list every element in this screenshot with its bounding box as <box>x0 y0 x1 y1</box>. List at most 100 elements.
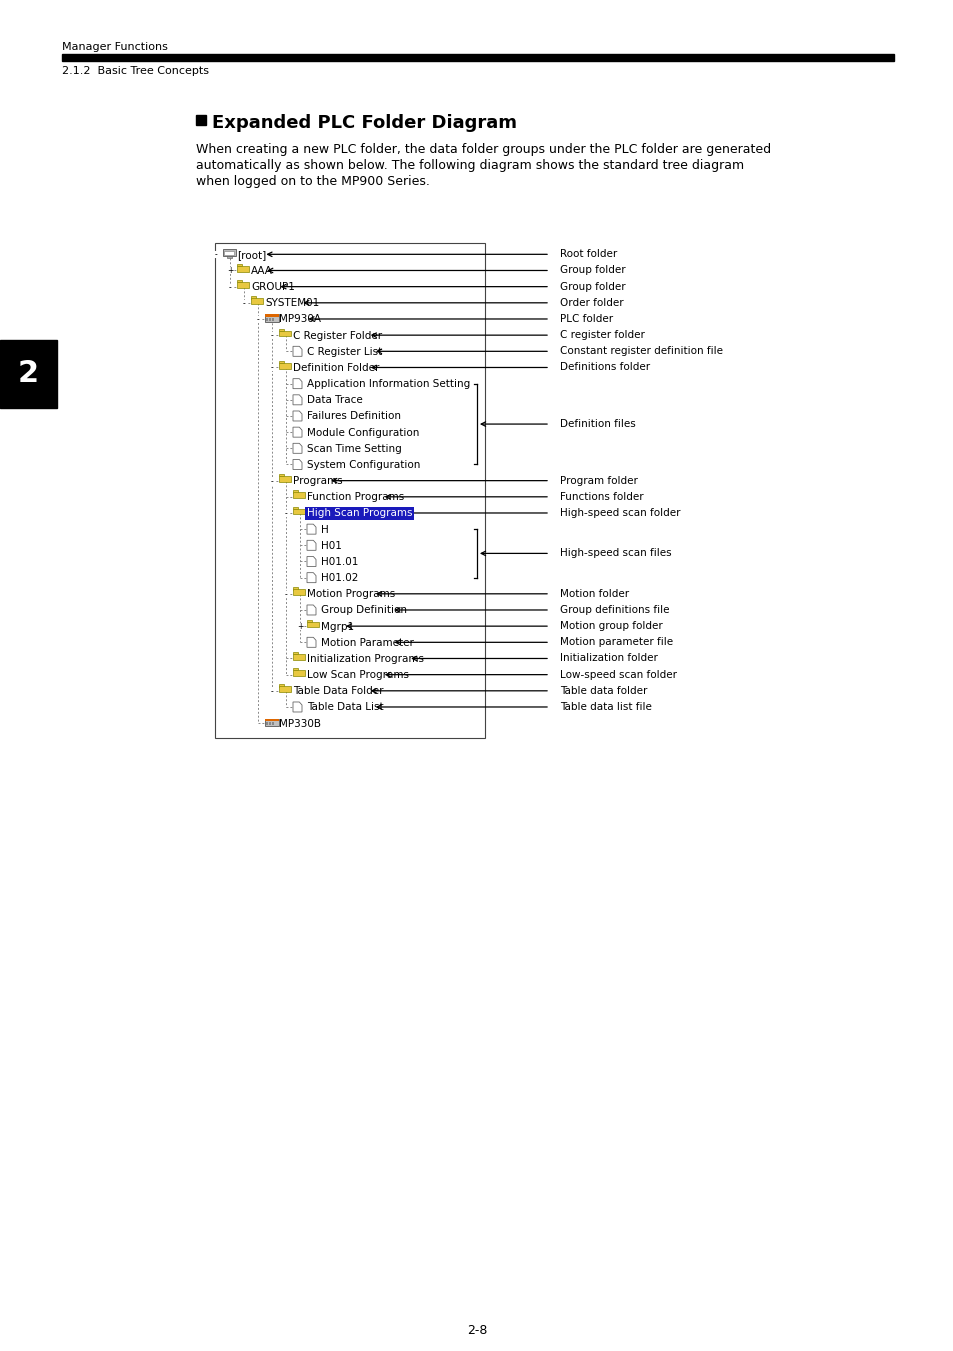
Bar <box>251 296 255 299</box>
Polygon shape <box>293 394 302 405</box>
Text: System Configuration: System Configuration <box>307 459 420 470</box>
Bar <box>265 719 278 725</box>
Bar <box>278 363 291 369</box>
Bar <box>283 509 289 516</box>
Text: PLC folder: PLC folder <box>559 313 613 324</box>
Text: H: H <box>320 524 329 535</box>
Bar <box>224 251 234 255</box>
Bar <box>293 588 297 589</box>
Text: 2: 2 <box>17 359 38 389</box>
Text: Functions folder: Functions folder <box>559 492 643 501</box>
Text: Definition Folder: Definition Folder <box>293 363 379 373</box>
Text: -: - <box>256 315 259 324</box>
Bar <box>293 508 305 515</box>
Bar <box>269 688 274 694</box>
Bar <box>227 284 233 289</box>
Text: Table data folder: Table data folder <box>559 686 647 696</box>
Bar <box>62 54 893 61</box>
Polygon shape <box>293 346 302 357</box>
Bar <box>278 361 283 363</box>
Bar <box>254 316 261 322</box>
Bar <box>293 654 305 659</box>
Text: automatically as shown below. The following diagram shows the standard tree diag: automatically as shown below. The follow… <box>195 159 743 172</box>
Text: Motion parameter file: Motion parameter file <box>559 638 673 647</box>
Bar <box>227 257 232 258</box>
Text: Table Data List: Table Data List <box>307 703 383 712</box>
Text: Programs: Programs <box>293 476 342 486</box>
Bar <box>293 507 297 509</box>
Bar <box>293 589 305 594</box>
Polygon shape <box>307 557 315 566</box>
Bar <box>236 266 249 272</box>
Bar <box>272 317 274 320</box>
Text: SYSTEM01: SYSTEM01 <box>265 299 319 308</box>
Bar <box>278 685 283 686</box>
Text: Function Programs: Function Programs <box>307 492 404 503</box>
Text: 2.1.2  Basic Tree Concepts: 2.1.2 Basic Tree Concepts <box>62 66 209 76</box>
Bar <box>293 492 305 499</box>
Text: when logged on to the MP900 Series.: when logged on to the MP900 Series. <box>195 176 430 188</box>
Bar <box>296 623 303 630</box>
Text: Data Trace: Data Trace <box>307 396 362 405</box>
Polygon shape <box>293 703 302 712</box>
Text: High-speed scan files: High-speed scan files <box>559 549 671 558</box>
Bar <box>293 670 305 676</box>
Text: Motion Programs: Motion Programs <box>307 589 395 600</box>
Text: Root folder: Root folder <box>559 250 617 259</box>
Text: Group definitions file: Group definitions file <box>559 605 669 615</box>
Bar <box>269 332 274 338</box>
Text: C Register List: C Register List <box>307 347 382 357</box>
Text: Initialization Programs: Initialization Programs <box>307 654 423 663</box>
Text: H01.01: H01.01 <box>320 557 358 567</box>
Text: -: - <box>242 299 245 308</box>
Bar <box>307 620 312 621</box>
Text: Motion group folder: Motion group folder <box>559 621 662 631</box>
Text: MP330B: MP330B <box>278 719 320 728</box>
Text: +: + <box>296 623 303 631</box>
Text: C register folder: C register folder <box>559 330 644 340</box>
Text: +: + <box>227 266 233 276</box>
Polygon shape <box>307 540 315 550</box>
Text: Program folder: Program folder <box>559 476 638 485</box>
Text: H01: H01 <box>320 540 341 551</box>
Text: Motion folder: Motion folder <box>559 589 628 598</box>
Text: When creating a new PLC folder, the data folder groups under the PLC folder are : When creating a new PLC folder, the data… <box>195 143 770 155</box>
Text: Definition files: Definition files <box>559 419 635 430</box>
Text: Low Scan Programs: Low Scan Programs <box>307 670 409 680</box>
Bar <box>195 115 206 126</box>
Text: Mgrp1: Mgrp1 <box>320 621 354 632</box>
Bar <box>307 621 318 627</box>
Bar <box>272 723 274 725</box>
Bar <box>278 331 291 336</box>
FancyBboxPatch shape <box>223 250 235 257</box>
Polygon shape <box>307 605 315 615</box>
Text: Failures Definition: Failures Definition <box>307 412 400 422</box>
Bar <box>278 328 283 331</box>
Text: Application Information Setting: Application Information Setting <box>307 380 470 389</box>
Bar <box>266 723 268 725</box>
Bar <box>0 340 57 408</box>
Polygon shape <box>307 524 315 534</box>
Bar <box>213 251 219 257</box>
Bar <box>251 299 263 304</box>
Text: -: - <box>284 509 287 517</box>
Text: Manager Functions: Manager Functions <box>62 42 168 51</box>
Polygon shape <box>293 411 302 422</box>
Text: -: - <box>214 250 217 259</box>
Bar <box>236 282 249 288</box>
Bar <box>241 300 247 305</box>
Bar <box>269 723 271 725</box>
Bar <box>214 243 484 738</box>
Text: -: - <box>229 282 232 292</box>
Polygon shape <box>293 378 302 389</box>
Bar <box>266 317 268 320</box>
Text: Table data list file: Table data list file <box>559 703 651 712</box>
Text: -: - <box>271 331 274 340</box>
Text: High-speed scan folder: High-speed scan folder <box>559 508 679 517</box>
Bar <box>278 477 291 482</box>
Text: -: - <box>271 686 274 696</box>
Text: Low-speed scan folder: Low-speed scan folder <box>559 670 677 680</box>
Text: H01.02: H01.02 <box>320 573 358 584</box>
Text: Motion Parameter: Motion Parameter <box>320 638 414 648</box>
Text: Module Configuration: Module Configuration <box>307 428 419 438</box>
